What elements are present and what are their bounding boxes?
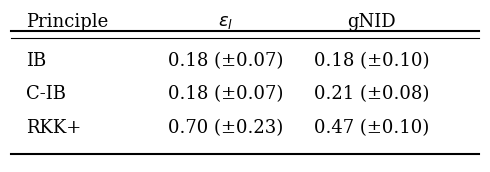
Text: 0.47 (±0.10): 0.47 (±0.10) [314,119,429,137]
Text: IB: IB [26,52,46,70]
Text: 0.70 (±0.23): 0.70 (±0.23) [168,119,283,137]
Text: $\varepsilon_l$: $\varepsilon_l$ [218,13,233,31]
Text: C-IB: C-IB [26,85,66,104]
Text: 0.18 (±0.07): 0.18 (±0.07) [168,85,283,104]
Text: gNID: gNID [347,13,396,31]
Text: 0.21 (±0.08): 0.21 (±0.08) [314,85,429,104]
Text: RKK+: RKK+ [26,119,81,137]
Text: 0.18 (±0.07): 0.18 (±0.07) [168,52,283,70]
Text: Principle: Principle [26,13,108,31]
Text: 0.18 (±0.10): 0.18 (±0.10) [314,52,429,70]
